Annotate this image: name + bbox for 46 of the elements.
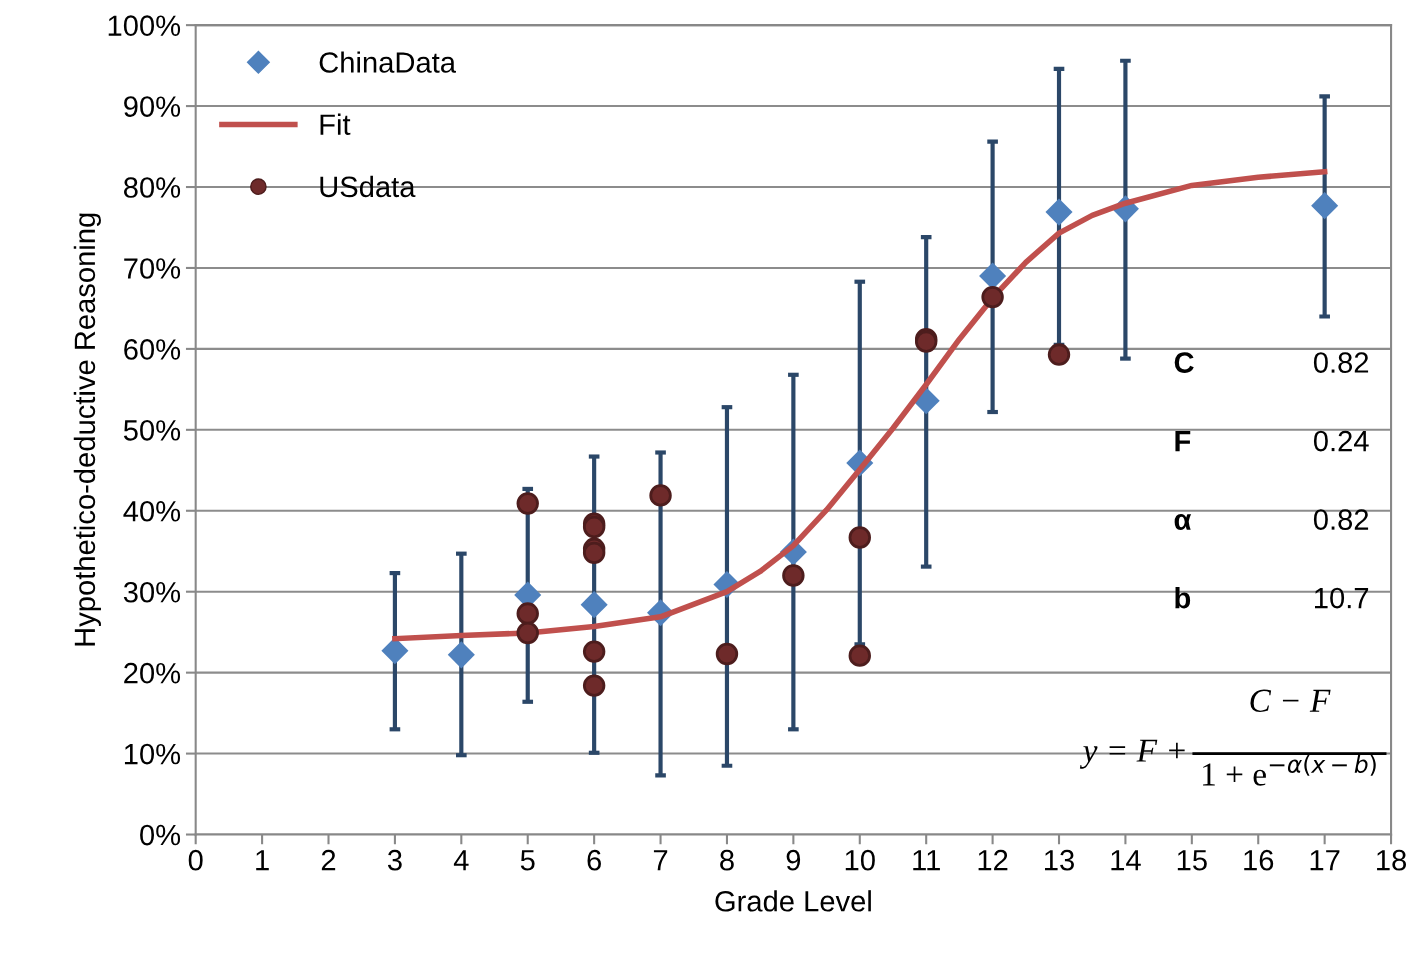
y-tick-label: 30% — [123, 581, 181, 603]
annotation: 10.7 — [1315, 587, 1369, 609]
x-tick-label: 7 — [653, 850, 668, 871]
x-tick-label: 4 — [453, 850, 469, 871]
legend-label: Fit — [320, 113, 351, 135]
x-tick-label: 10 — [845, 849, 875, 871]
x-tick-label: 9 — [786, 849, 801, 871]
annotation: 0.24 — [1313, 430, 1369, 452]
x-tick-label: 11 — [913, 850, 940, 871]
x-tick-label: 15 — [1177, 850, 1207, 871]
x-tick-label: 8 — [720, 849, 734, 871]
x-tick-label: 13 — [1045, 849, 1074, 871]
legend-label: USdata — [320, 175, 416, 198]
y-tick-label: 0% — [140, 824, 181, 846]
x-tick-label: 5 — [520, 850, 535, 871]
annotation: C — [1174, 352, 1194, 373]
legend-label: ChinaData — [319, 51, 456, 73]
x-tick-label: 2 — [321, 849, 336, 871]
x-tick-label: 12 — [978, 849, 1008, 871]
annotation: 0.82 — [1313, 352, 1369, 373]
y-tick-label: 100% — [108, 15, 181, 36]
y-tick-label: 90% — [124, 96, 181, 117]
x-tick-label: 18 — [1377, 849, 1407, 871]
y-tick-label: 20% — [124, 662, 181, 684]
y-tick-label: 50% — [123, 420, 181, 441]
y-tick-label: 10% — [124, 743, 181, 765]
x-tick-label: 1 — [256, 850, 269, 871]
x-tick-label: 6 — [587, 849, 601, 871]
y-axis-title: Hypothetico-deductive Reasoning — [73, 213, 101, 646]
y-tick-label: 80% — [123, 177, 181, 198]
x-tick-label: 3 — [387, 849, 402, 871]
y-tick-label: 40% — [123, 500, 181, 522]
annotation: C − F — [1250, 689, 1331, 712]
annotation: 1 + e$^{−α(x−b)}$ — [1203, 754, 1376, 786]
y-tick-label: 70% — [124, 258, 181, 279]
annotation: b — [1175, 587, 1191, 609]
x-axis-title: Grade Level — [715, 890, 871, 912]
annotation: y = F + — [1079, 739, 1185, 769]
annotation: 0.82 — [1313, 509, 1369, 530]
y-tick-label: 60% — [124, 339, 181, 360]
x-tick-label: 0 — [188, 849, 203, 871]
x-tick-label: 17 — [1310, 850, 1340, 871]
annotation: α — [1174, 513, 1192, 530]
x-tick-label: 16 — [1244, 849, 1274, 871]
annotation: F — [1175, 431, 1191, 452]
x-tick-label: 14 — [1111, 850, 1141, 871]
